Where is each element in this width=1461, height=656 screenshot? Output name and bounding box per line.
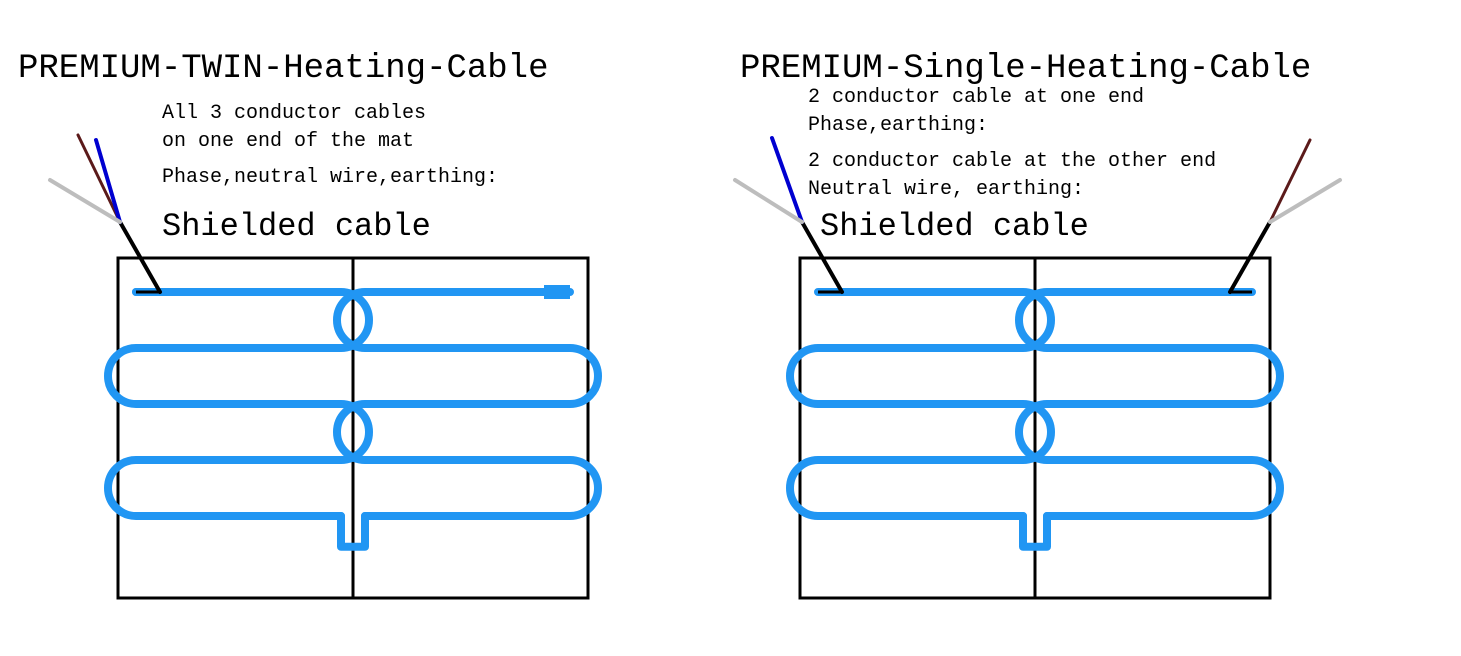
lead-blue [772, 138, 802, 222]
diagram-stage: PREMIUM-TWIN-Heating-Cable All 3 conduct… [0, 0, 1461, 656]
diagram-svg [0, 0, 1461, 656]
heating-cable [337, 292, 598, 516]
lead-grey-left [735, 180, 802, 222]
cable-end-cap [544, 285, 570, 299]
heating-cable [1019, 292, 1280, 516]
heating-cable [790, 292, 1051, 516]
heating-cable [108, 292, 369, 516]
